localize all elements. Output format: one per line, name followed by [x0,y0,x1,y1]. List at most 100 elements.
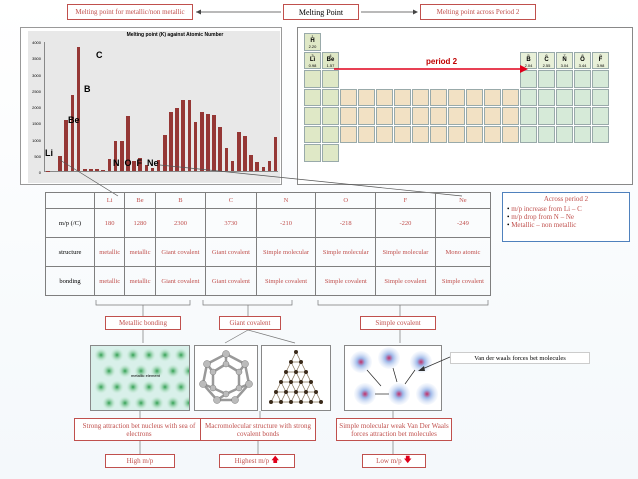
element-cell [538,88,555,106]
element-cell [592,51,609,69]
label-li: Li [45,148,53,158]
element-cell [430,107,447,125]
element-cell [520,88,537,106]
element-cell [322,88,339,106]
metallic-mp-label: Melting point for metallic/non metallic [75,8,185,16]
melting-point-title: Melting Point [298,7,344,17]
y-tick-label: 0 [38,170,41,175]
y-tick-label: 4000 [32,40,41,45]
element-cell [574,51,591,69]
chart-bar [230,161,235,171]
vdw-label: Van der waals forces bet molecules [474,355,566,362]
metal-ion [142,380,156,394]
y-tick-label: 1500 [32,121,41,127]
low-mp-label: Low m/p [376,457,402,465]
fullerene-image [194,345,258,411]
table-cell: Simple covalent [375,266,436,296]
bar-area [44,42,278,172]
y-tick-label: 3000 [32,72,41,78]
element-cell [376,107,393,125]
across-item: • m/p increase from Li – C [507,205,582,213]
chart-bar [64,120,69,171]
element-cell [574,70,591,88]
element-cell [556,107,573,125]
element-cell [304,51,321,69]
vdw-label-box: Van der waals forces bet molecules [450,352,590,364]
element-cell [340,88,357,106]
element-cell [502,125,519,143]
chart-bar [82,168,87,171]
chart-bar [255,162,260,171]
chart-bar [224,148,229,171]
chart-bar [267,160,272,171]
element-cell [538,51,555,69]
carbon-atom [289,400,293,404]
element-cell [556,125,573,143]
label-nofne: N O F Ne [113,158,159,168]
row-label: bonding [45,266,95,296]
element-cell [340,107,357,125]
carbon-atom [279,380,283,384]
chart-bar [273,136,278,171]
element-cell [304,144,321,162]
element-symbol: 6 C 2.55 [542,52,551,68]
metal-ion [134,364,148,378]
arrow-up-icon: 🡅 [271,455,280,464]
element-cell [394,107,411,125]
label-be: Be [68,115,80,125]
element-cell [556,70,573,88]
metal-ion [94,348,108,362]
low-mp-box: Low m/p 🡇 [362,454,426,468]
chart-bar [212,114,216,171]
across-title: Across period 2 [543,195,589,203]
table-cell: metallic [93,237,126,267]
element-cell [412,125,429,143]
table-cell: Simple covalent [315,266,377,296]
metal-ion [182,396,189,410]
metal-ion [118,364,132,378]
chart-bar [89,169,93,171]
element-cell [304,107,321,125]
element-cell [430,125,447,143]
carbon-atom [304,390,308,394]
element-cell [574,88,591,106]
y-tick-label: 500 [34,153,41,159]
carbon-atom [284,370,288,374]
across-item: • Metallic – non metallic [507,221,577,229]
chart-bar [156,160,161,171]
element-cell [520,70,537,88]
period2-mp-label: Melting point across Period 2 [436,8,520,16]
element-cell [322,70,339,88]
chart-bar [144,165,149,171]
element-cell [304,33,321,51]
metal-ion [110,348,124,362]
element-cell [574,125,591,143]
element-symbol: 1 H 2.20 [308,34,317,49]
element-cell [448,88,465,106]
metal-ion [94,380,108,394]
element-symbol: 4 Be 1.57 [326,52,335,68]
carbon-atom [289,360,293,364]
element-cell [376,88,393,106]
element-cell [412,88,429,106]
simple-covalent-box: Simple covalent [360,316,436,330]
chart-bar [261,167,266,171]
chart-bar [181,100,186,171]
table-cell: Giant covalent [154,237,207,267]
table-header-row: Li Be B C N O F Ne [45,192,492,209]
element-cell [448,125,465,143]
chart-bar [163,134,167,171]
metal-ion [102,364,116,378]
metal-ion [110,380,124,394]
highest-mp-box: Highest m/p 🡅 [219,454,295,468]
element-cell [412,107,429,125]
element-cell [592,70,609,88]
element-cell [358,88,375,106]
metallic-lattice-graphic [94,348,189,410]
carbon-atom [294,350,298,354]
giant-description-box: Macromolecular structure with strong cov… [200,418,316,441]
metal-ion [166,364,180,378]
metal-ion [158,380,172,394]
element-cell [592,88,609,106]
